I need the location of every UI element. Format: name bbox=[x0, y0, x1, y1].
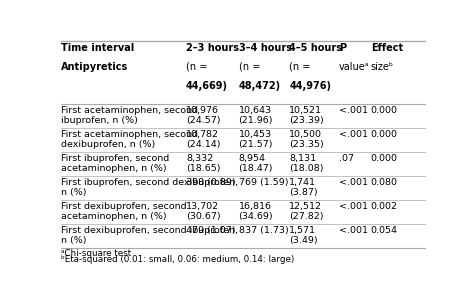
Text: 16,816
(34.69): 16,816 (34.69) bbox=[238, 202, 273, 221]
Text: 8,131
(18.08): 8,131 (18.08) bbox=[289, 154, 324, 173]
Text: First dexibuprofen, second ibuprofen,
n (%): First dexibuprofen, second ibuprofen, n … bbox=[61, 225, 238, 245]
Text: First ibuprofen, second dexibuprofen,
n (%): First ibuprofen, second dexibuprofen, n … bbox=[61, 178, 238, 197]
Text: 0.000: 0.000 bbox=[371, 154, 398, 163]
Text: 13,702
(30.67): 13,702 (30.67) bbox=[186, 202, 220, 221]
Text: valueᵃ: valueᵃ bbox=[339, 62, 370, 72]
Text: 10,643
(21.96): 10,643 (21.96) bbox=[238, 106, 273, 125]
Text: (n =: (n = bbox=[289, 62, 310, 72]
Text: 10,521
(23.39): 10,521 (23.39) bbox=[289, 106, 324, 125]
Text: 0.000: 0.000 bbox=[371, 130, 398, 139]
Text: 4–5 hours: 4–5 hours bbox=[289, 43, 342, 53]
Text: 2–3 hours: 2–3 hours bbox=[186, 43, 239, 53]
Text: (n =: (n = bbox=[186, 62, 207, 72]
Text: 1,571
(3.49): 1,571 (3.49) bbox=[289, 225, 318, 245]
Text: 0.080: 0.080 bbox=[371, 178, 398, 187]
Text: <.001: <.001 bbox=[339, 130, 368, 139]
Text: Time interval: Time interval bbox=[61, 43, 134, 53]
Text: <.001: <.001 bbox=[339, 202, 368, 211]
Text: 44,976): 44,976) bbox=[289, 81, 331, 91]
Text: 8,954
(18.47): 8,954 (18.47) bbox=[238, 154, 273, 173]
Text: 0.002: 0.002 bbox=[371, 202, 398, 211]
Text: Antipyretics: Antipyretics bbox=[61, 62, 128, 72]
Text: 3–4 hours: 3–4 hours bbox=[238, 43, 292, 53]
Text: 398 (0.89): 398 (0.89) bbox=[186, 178, 236, 187]
Text: 44,669): 44,669) bbox=[186, 81, 228, 91]
Text: ᵃChi-square test: ᵃChi-square test bbox=[61, 249, 131, 258]
Text: .07: .07 bbox=[339, 154, 354, 163]
Text: 479 (1.07): 479 (1.07) bbox=[186, 225, 236, 235]
Text: 48,472): 48,472) bbox=[238, 81, 281, 91]
Text: sizeᵇ: sizeᵇ bbox=[371, 62, 394, 72]
Text: (n =: (n = bbox=[238, 62, 260, 72]
Text: 10,453
(21.57): 10,453 (21.57) bbox=[238, 130, 273, 149]
Text: 769 (1.59): 769 (1.59) bbox=[238, 178, 288, 187]
Text: 12,512
(27.82): 12,512 (27.82) bbox=[289, 202, 324, 221]
Text: 0.000: 0.000 bbox=[371, 106, 398, 115]
Text: First dexibuprofen, second
acetaminophen, n (%): First dexibuprofen, second acetaminophen… bbox=[61, 202, 187, 221]
Text: 10,500
(23.35): 10,500 (23.35) bbox=[289, 130, 324, 149]
Text: 10,976
(24.57): 10,976 (24.57) bbox=[186, 106, 220, 125]
Text: 0.054: 0.054 bbox=[371, 225, 398, 235]
Text: <.001: <.001 bbox=[339, 106, 368, 115]
Text: Effect: Effect bbox=[371, 43, 403, 53]
Text: 1,741
(3.87): 1,741 (3.87) bbox=[289, 178, 318, 197]
Text: 837 (1.73): 837 (1.73) bbox=[238, 225, 288, 235]
Text: P: P bbox=[339, 43, 346, 53]
Text: First acetaminophen, second
ibuprofen, n (%): First acetaminophen, second ibuprofen, n… bbox=[61, 106, 198, 125]
Text: 10,782
(24.14): 10,782 (24.14) bbox=[186, 130, 220, 149]
Text: First ibuprofen, second
acetaminophen, n (%): First ibuprofen, second acetaminophen, n… bbox=[61, 154, 169, 173]
Text: First acetaminophen, second
dexibuprofen, n (%): First acetaminophen, second dexibuprofen… bbox=[61, 130, 198, 149]
Text: 8,332
(18.65): 8,332 (18.65) bbox=[186, 154, 220, 173]
Text: <.001: <.001 bbox=[339, 225, 368, 235]
Text: ᵇEta-squared (0.01: small, 0.06: medium, 0.14: large): ᵇEta-squared (0.01: small, 0.06: medium,… bbox=[61, 255, 294, 264]
Text: <.001: <.001 bbox=[339, 178, 368, 187]
